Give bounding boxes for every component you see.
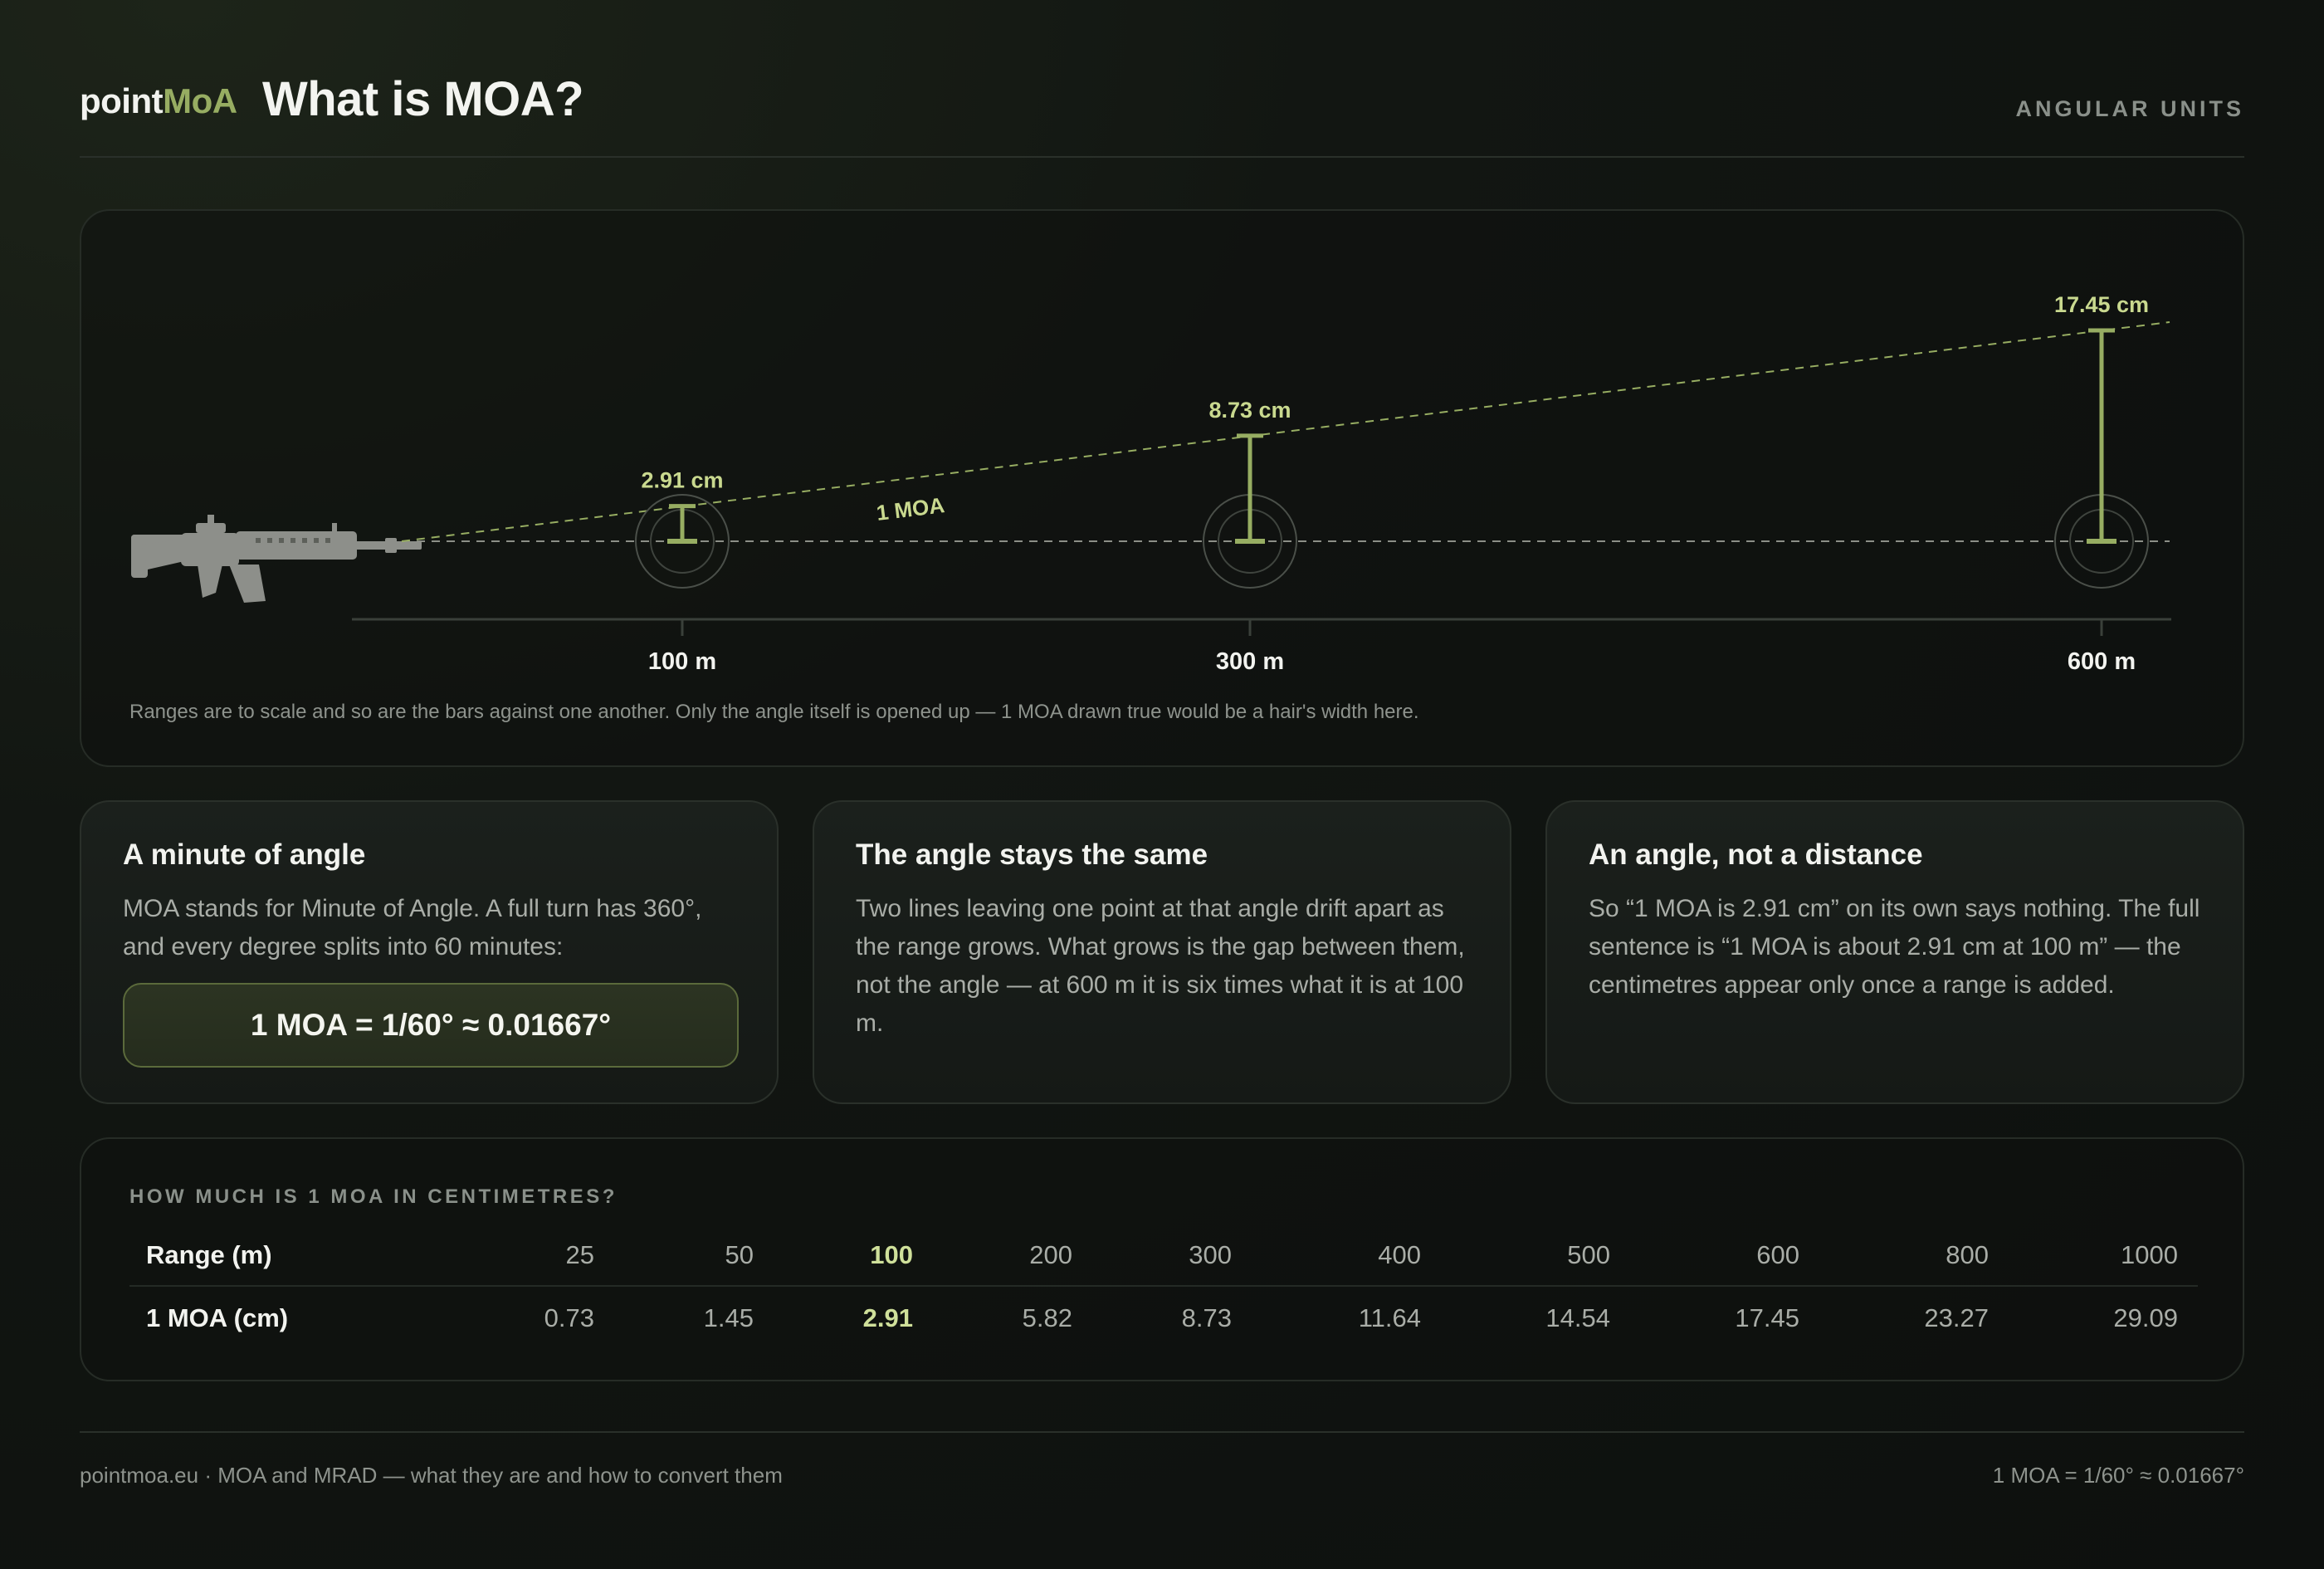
moa-cm-cell: 14.54 [1545, 1303, 1610, 1332]
diagram-note: Ranges are to scale and so are the bars … [129, 701, 1419, 723]
range-cell: 25 [565, 1240, 594, 1269]
moa-conversion-table: HOW MUCH IS 1 MOA IN CENTIMETRES? Range … [80, 1137, 2244, 1381]
range-cell: 100 [870, 1240, 913, 1269]
size-label: 8.73 cm [1208, 398, 1291, 423]
brand-logo-part2: MoA [163, 81, 237, 120]
brand-logo-part1: point [80, 81, 164, 120]
range-cell: 300 [1189, 1240, 1232, 1269]
card-title: A minute of angle [123, 838, 366, 871]
moa-formula: 1 MOA = 1/60° ≈ 0.01667° [123, 983, 739, 1068]
moa-cm-cell: 11.64 [1358, 1303, 1421, 1332]
moa-cm-cell: 2.91 [862, 1303, 913, 1332]
moa-cm-cell: 1.45 [703, 1303, 754, 1332]
range-cell: 500 [1567, 1240, 1610, 1269]
range-cell: 200 [1029, 1240, 1072, 1269]
targets-layer: 2.91 cm 100 m 8.73 cm 300 m 17.45 cm 600 m [635, 292, 2149, 675]
rifle-icon [131, 515, 422, 603]
moa-cm-cell: 5.82 [1022, 1303, 1072, 1332]
card-minute-of-angle: A minute of angle MOA stands for Minute … [80, 800, 779, 1104]
angle-line [401, 321, 2170, 542]
moa-diagram: 1 MOA 2.91 cm 100 m 8.73 cm 300 m 17.45 cm 60… [131, 292, 2171, 675]
card-title: The angle stays the same [856, 838, 1208, 871]
footer-site-link[interactable]: pointmoa.eu · MOA and MRAD — what they a… [80, 1463, 783, 1488]
footer-formula: 1 MOA = 1/60° ≈ 0.01667° [1992, 1463, 2244, 1488]
section-tag: ANGULAR UNITS [2015, 96, 2244, 121]
range-cell: 800 [1946, 1240, 1989, 1269]
page-title: What is MOA? [262, 72, 584, 126]
row-label: Range (m) [146, 1240, 272, 1269]
card-angle-not-distance: An angle, not a distance So “1 MOA is 2.… [1545, 800, 2244, 1104]
page-footer: pointmoa.eu · MOA and MRAD — what they a… [80, 1431, 2244, 1514]
size-label: 17.45 cm [2054, 292, 2149, 317]
size-label: 2.91 cm [641, 468, 723, 493]
table-row-range: Range (m) 25 50 100 200 300 400 500 600 800 1000 [129, 1225, 2198, 1287]
card-angle-stays-same: The angle stays the same Two lines leavi… [813, 800, 1511, 1104]
range-label: 100 m [648, 648, 716, 675]
range-label: 300 m [1216, 648, 1284, 675]
range-cell: 50 [725, 1240, 754, 1269]
range-cell: 600 [1756, 1240, 1799, 1269]
moa-cm-cell: 29.09 [2113, 1303, 2178, 1332]
moa-cm-cell: 0.73 [544, 1303, 594, 1332]
table-heading: HOW MUCH IS 1 MOA IN CENTIMETRES? [129, 1185, 618, 1208]
range-cell: 400 [1378, 1240, 1421, 1269]
page-header: pointMoA What is MOA? ANGULAR UNITS [80, 0, 2244, 158]
moa-cm-cell: 8.73 [1181, 1303, 1232, 1332]
target-ring-outer [635, 494, 730, 589]
card-text: Two lines leaving one point at that angl… [856, 895, 1465, 1037]
moa-diagram-panel: 1 MOA 2.91 cm 100 m 8.73 cm 300 m 17.45 cm 60… [80, 209, 2244, 767]
moa-cm-cell: 23.27 [1924, 1303, 1989, 1332]
row-label: 1 MOA (cm) [146, 1303, 289, 1332]
range-label: 600 m [2068, 648, 2136, 675]
card-text: So “1 MOA is 2.91 cm” on its own says no… [1589, 895, 2200, 999]
card-text: MOA stands for Minute of Angle. A full t… [123, 895, 702, 960]
range-cell: 1000 [2121, 1240, 2178, 1269]
moa-cm-cell: 17.45 [1735, 1303, 1799, 1332]
brand-logo[interactable]: pointMoA [80, 81, 237, 121]
card-title: An angle, not a distance [1589, 838, 1923, 871]
angle-label: 1 MOA [875, 492, 946, 525]
table-row-moa: 1 MOA (cm) 0.73 1.45 2.91 5.82 8.73 11.64 14.5… [129, 1288, 2198, 1350]
